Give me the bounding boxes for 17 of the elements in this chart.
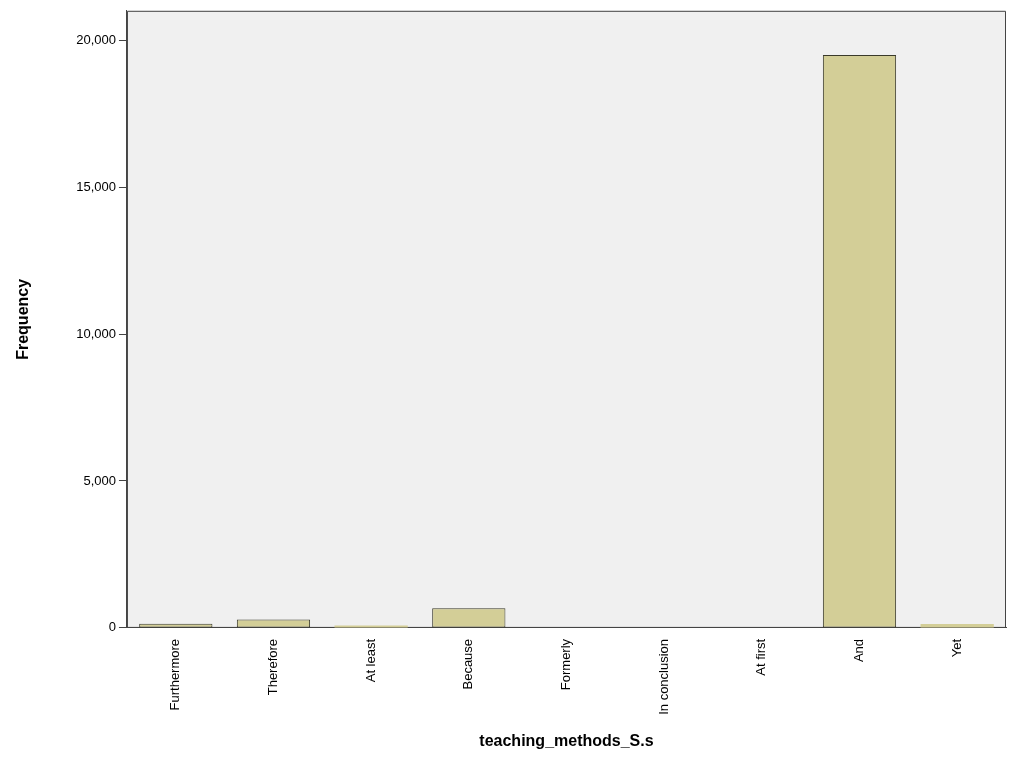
- x-tick-label: At least: [362, 638, 378, 683]
- y-tick-label: 0: [108, 619, 116, 635]
- x-tick-label: And: [851, 638, 867, 663]
- bar: [920, 624, 994, 628]
- x-tick-label: Formerly: [558, 638, 574, 691]
- x-tick-label: Furthermore: [167, 638, 183, 711]
- y-tick-label: 15,000: [76, 178, 116, 194]
- x-tick-label: Because: [460, 638, 476, 690]
- x-tick-label: Therefore: [265, 638, 281, 696]
- x-tick-label: In conclusion: [655, 638, 671, 715]
- y-tick-label: 10,000: [76, 325, 116, 341]
- x-tick-label: Yet: [948, 638, 964, 658]
- y-axis-title: Frequency: [14, 278, 32, 360]
- x-tick-label: At first: [753, 638, 769, 676]
- y-tick-label: 5,000: [83, 472, 116, 488]
- x-axis-title: teaching_methods_S.s: [479, 731, 654, 749]
- y-tick-label: 20,000: [76, 31, 116, 47]
